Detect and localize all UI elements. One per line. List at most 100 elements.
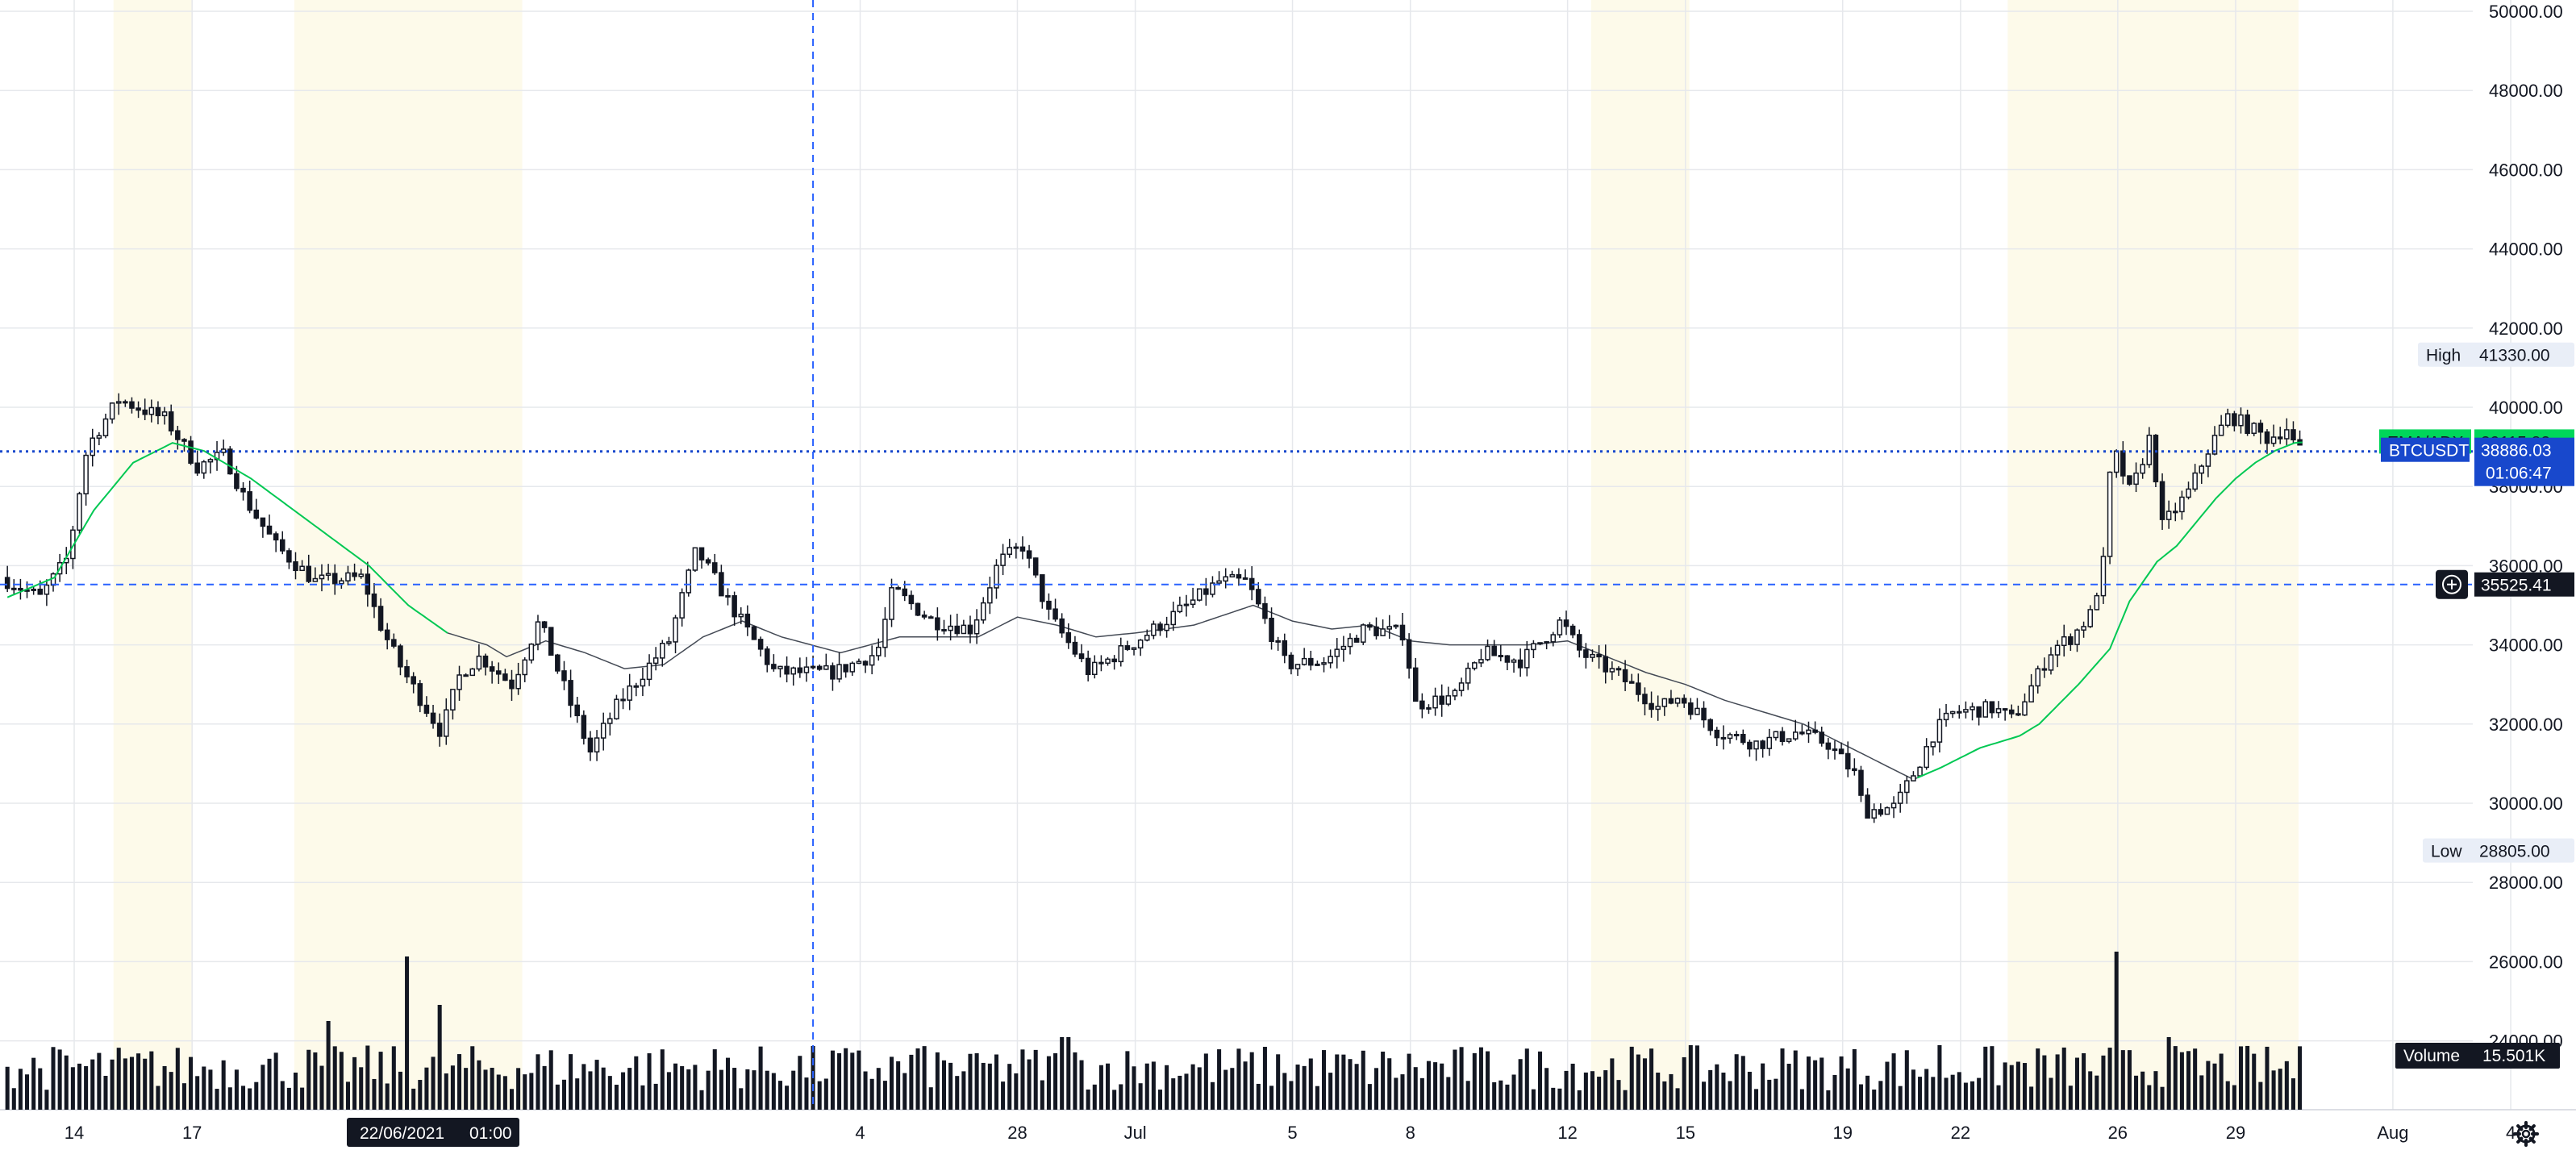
candle <box>1170 602 1177 631</box>
volume-bar <box>2061 1047 2066 1110</box>
candle <box>168 404 174 435</box>
candle <box>1989 701 1995 719</box>
crosshair-time-tag: 22/06/2021 01:00 <box>347 1118 519 1147</box>
candle <box>1517 648 1524 677</box>
volume-bar <box>221 1060 226 1110</box>
volume-bar <box>2160 1086 2165 1110</box>
volume-bar <box>1033 1049 1038 1110</box>
candle <box>293 552 298 580</box>
volume-bar <box>1963 1082 1968 1110</box>
candle <box>1242 569 1248 580</box>
candle <box>1982 698 1989 718</box>
volume-bar <box>948 1062 953 1110</box>
price-axis[interactable]: 50000.00 48000.00 46000.00 44000.00 42000.00… <box>2489 2 2563 1052</box>
candle <box>201 460 207 479</box>
volume-bar <box>156 1086 160 1110</box>
candle <box>1465 662 1471 690</box>
candle <box>1052 598 1058 622</box>
candle <box>456 665 462 701</box>
volume-bar <box>162 1065 167 1110</box>
volume-bar <box>1616 1080 1621 1110</box>
candle <box>843 664 848 678</box>
volume-bar <box>1472 1052 1477 1110</box>
candle <box>790 666 796 686</box>
candle <box>2159 473 2165 531</box>
volume-bar <box>1419 1077 1424 1110</box>
volume-bar <box>1230 1068 1235 1110</box>
gear-icon[interactable] <box>2513 1121 2539 1147</box>
volume-bar <box>1590 1071 1595 1110</box>
volume-bar <box>2134 1075 2139 1110</box>
volume-value: 15.501K <box>2482 1047 2545 1065</box>
candle <box>1760 740 1765 758</box>
candle <box>1740 729 1746 745</box>
candle <box>528 643 535 664</box>
candle <box>1177 596 1183 614</box>
candle <box>77 491 82 534</box>
plus-circle-icon[interactable] <box>2436 569 2468 599</box>
candle <box>1157 621 1163 636</box>
low-label: Low <box>2431 843 2462 861</box>
candle <box>1661 698 1668 716</box>
volume-bar <box>1774 1078 1778 1110</box>
ema-line-gray <box>447 604 1918 781</box>
volume-bar <box>450 1065 455 1110</box>
candle <box>961 619 967 635</box>
volume-bar <box>712 1049 717 1110</box>
time-tick-label: 29 <box>2226 1123 2245 1143</box>
candle <box>123 399 128 407</box>
candle <box>1799 724 1805 736</box>
volume-bar <box>1256 1083 1261 1110</box>
candle <box>1636 673 1641 702</box>
time-tick-label: 8 <box>1406 1123 1415 1143</box>
volume-bar <box>1053 1053 1058 1110</box>
candle <box>115 393 122 415</box>
candle <box>2028 673 2034 703</box>
volume-bar <box>2153 1071 2158 1110</box>
volume-bar <box>431 1056 436 1110</box>
price-tick-label: 44000.00 <box>2489 240 2563 260</box>
candle <box>2257 419 2264 444</box>
volume-bar <box>745 1069 750 1110</box>
volume-bar <box>594 1060 599 1110</box>
candle <box>1649 691 1654 718</box>
candle <box>738 607 744 624</box>
candle <box>1779 727 1786 746</box>
candle <box>207 457 214 474</box>
volume-bar <box>1282 1073 1287 1110</box>
candle <box>1694 698 1700 715</box>
volume-bar <box>2271 1070 2276 1110</box>
volume-bar <box>227 1087 232 1110</box>
candle <box>561 661 567 690</box>
high-tag: High 41330.00 <box>2418 342 2574 367</box>
volume-bar <box>1308 1058 1313 1110</box>
volume-bar <box>2284 1061 2289 1110</box>
candle <box>1858 765 1864 802</box>
candle <box>1294 664 1301 677</box>
volume-bar <box>555 1084 560 1110</box>
candle <box>1340 636 1347 662</box>
volume-bar <box>149 1051 154 1110</box>
candle <box>90 428 96 467</box>
candle <box>1655 695 1661 721</box>
volume-bar <box>1557 1088 1562 1110</box>
volume-bar <box>1623 1090 1628 1110</box>
volume-bar <box>483 1069 488 1110</box>
candle <box>299 560 305 572</box>
time-tick-label: 26 <box>2108 1123 2128 1143</box>
volume-bar <box>248 1088 252 1110</box>
candle <box>1603 644 1609 684</box>
candle <box>915 602 921 617</box>
candle <box>698 547 705 569</box>
candle <box>600 712 606 751</box>
volume-bar <box>2127 1050 2132 1110</box>
time-axis[interactable]: 14 17 4 28 Jul 5 8 12 15 19 22 26 29 Aug 4 <box>65 1123 2516 1143</box>
candle <box>2068 633 2074 652</box>
candle <box>1248 566 1255 601</box>
candle <box>522 657 528 682</box>
volume-bar <box>2179 1052 2184 1110</box>
candle <box>240 481 246 501</box>
candle <box>1949 711 1956 719</box>
candle <box>515 662 521 695</box>
